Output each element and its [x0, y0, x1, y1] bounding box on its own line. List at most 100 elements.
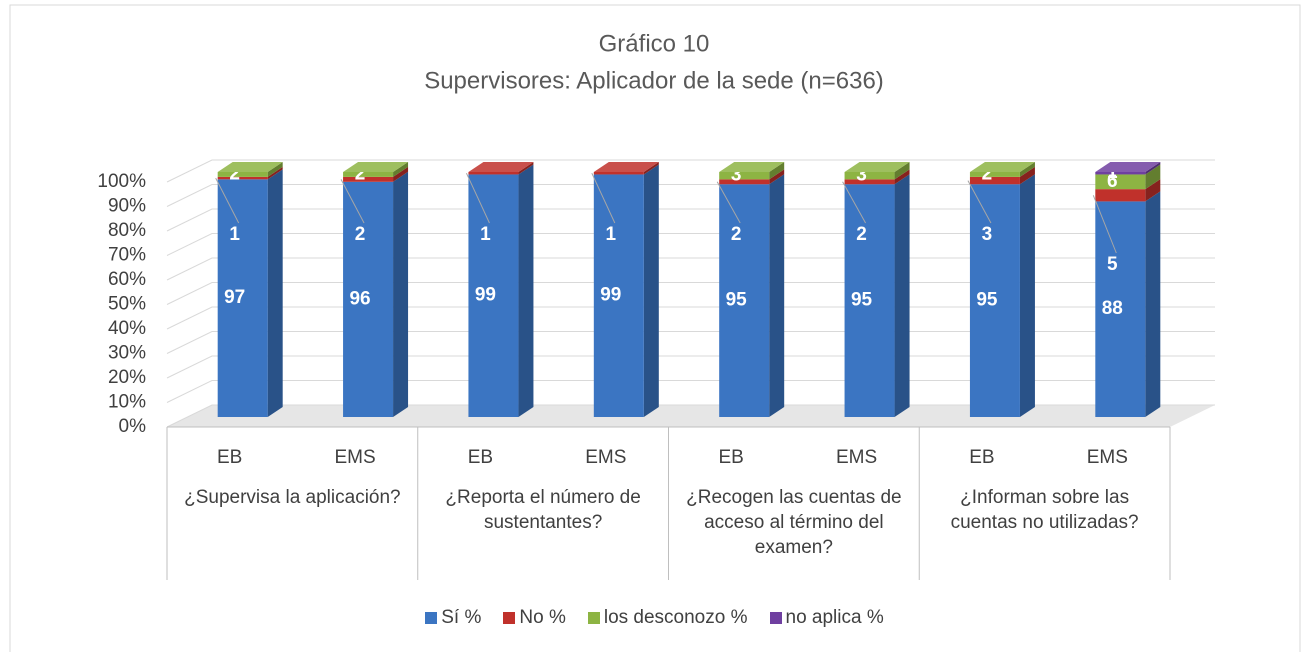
bar-segment [844, 179, 895, 185]
bar-side [769, 174, 785, 417]
leader-line [1092, 195, 1117, 254]
bar-side [518, 164, 534, 417]
group-label: ¿Supervisa la aplicación? [184, 487, 401, 508]
legend-swatch [587, 612, 600, 624]
bar-side [1145, 179, 1161, 202]
bar-segment [1095, 201, 1146, 417]
x-tick-label: EB [969, 447, 994, 468]
bar-side [1145, 191, 1161, 417]
legend-label: los desconozo % [603, 607, 748, 628]
legend-item: No % [503, 607, 566, 629]
data-label: 97 [224, 287, 245, 308]
bar-segment [217, 179, 268, 417]
grid-line [166, 257, 1215, 281]
data-label: 1 [606, 224, 617, 245]
data-label: 2 [355, 224, 366, 245]
bar-segment [719, 172, 770, 180]
bar-top [844, 162, 910, 172]
x-tick-label: EMS [836, 447, 877, 468]
data-label: 2 [982, 163, 993, 184]
bar-side [393, 166, 409, 182]
data-label: 1 [1107, 162, 1118, 183]
x-tick-label: EMS [334, 447, 375, 468]
group-label: ¿Reporta el número de sustentantes? [445, 487, 641, 533]
bar-segment [844, 172, 895, 180]
bar-segment [719, 179, 770, 185]
chart-subtitle: Supervisores: Aplicador de la sede (n=63… [424, 67, 884, 94]
grid-line [166, 331, 1215, 354]
bar-segment [217, 172, 268, 177]
bar-top [468, 162, 534, 172]
bar-side [894, 162, 910, 180]
y-tick-label: 90% [108, 196, 146, 217]
bar-segment [1095, 172, 1146, 175]
data-label: 99 [600, 285, 621, 306]
legend-swatch [503, 612, 516, 624]
y-tick-label: 20% [108, 367, 146, 388]
data-label: 1 [480, 224, 491, 245]
bar-side [518, 162, 534, 175]
data-label: 2 [229, 163, 240, 184]
bar-side [267, 166, 283, 180]
bar-side [267, 162, 283, 177]
legend-label: No % [519, 607, 566, 628]
bar-side [1145, 164, 1161, 190]
chart-title: Gráfico 10 [599, 30, 710, 57]
group-label: ¿Recogen las cuentas de acceso al términ… [686, 487, 902, 558]
bar-side [1019, 174, 1035, 417]
bar-segment [593, 172, 644, 175]
grid-line [166, 208, 1215, 232]
bar-segment [343, 172, 394, 177]
x-tick-label: EMS [1087, 447, 1128, 468]
bar-side [393, 171, 409, 417]
data-label: 5 [1107, 254, 1118, 275]
y-tick-label: 80% [108, 220, 146, 241]
bar-side [894, 169, 910, 185]
bar-top [969, 162, 1035, 172]
leader-line [465, 173, 490, 224]
grid-line [166, 306, 1215, 330]
y-tick-label: 10% [108, 392, 146, 413]
y-tick-label: 30% [108, 343, 146, 364]
data-label: 95 [726, 290, 748, 311]
legend-swatch [425, 612, 438, 624]
y-tick-label: 70% [108, 245, 146, 266]
bar-top [217, 162, 283, 172]
bar-segment [969, 172, 1020, 177]
y-tick-label: 0% [119, 416, 147, 437]
data-label: 1 [229, 224, 240, 245]
leader-line [340, 179, 365, 224]
grid-line [166, 159, 1215, 183]
bar-segment [844, 184, 895, 417]
data-label: 95 [976, 290, 998, 311]
bar-side [643, 162, 659, 175]
bar-segment [1095, 174, 1146, 190]
data-label: 95 [851, 290, 873, 311]
bar-segment [217, 176, 268, 180]
bar-side [769, 169, 785, 185]
y-tick-label: 50% [108, 294, 146, 315]
bar-top [1095, 162, 1161, 172]
bar-side [267, 169, 283, 417]
chart-frame [9, 4, 1301, 652]
data-label: 3 [731, 165, 742, 186]
bar-segment [719, 184, 770, 417]
legend-swatch [769, 612, 782, 624]
legend-label: Sí % [441, 607, 482, 628]
bar-side [1019, 166, 1035, 185]
leader-line [591, 173, 616, 224]
bar-top [343, 162, 409, 172]
data-label: 6 [1107, 171, 1118, 192]
grid-line [166, 355, 1215, 379]
legend-item: no aplica % [769, 607, 884, 629]
x-tick-label: EB [217, 447, 242, 468]
bar-side [393, 162, 409, 177]
data-label: 99 [475, 285, 496, 306]
bar-segment [1095, 189, 1146, 202]
data-label: 3 [982, 224, 993, 245]
y-tick-label: 60% [108, 269, 146, 290]
bar-side [1019, 162, 1035, 177]
x-tick-label: EMS [585, 447, 626, 468]
legend: Sí % No % los desconozo % no aplica % [0, 607, 1309, 629]
